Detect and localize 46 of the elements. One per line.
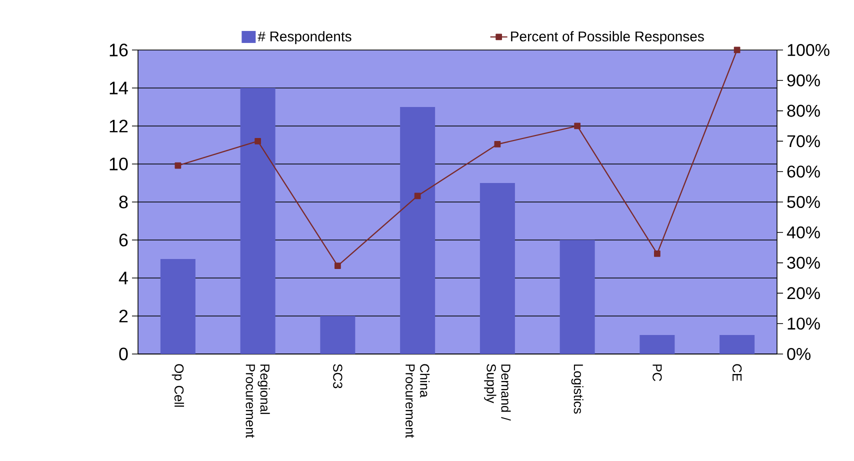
bar: [400, 106, 436, 354]
bar: [480, 183, 515, 354]
bar: [640, 335, 675, 354]
point: [574, 122, 581, 130]
bar: [160, 259, 196, 354]
y2-tick-label: 40%: [786, 226, 820, 238]
y-tick-label: 8: [119, 196, 128, 208]
point: [254, 138, 262, 144]
y2-tick-label: 80%: [787, 104, 820, 117]
bar: [720, 335, 755, 354]
legend-label: # Respondents: [258, 31, 352, 44]
y2-tick-label: 30%: [787, 256, 820, 269]
x-tick-label: PC: [652, 364, 662, 382]
x-tick-label: Op Cell: [172, 364, 184, 407]
x-tick-label: Logistics: [571, 364, 584, 414]
y-tick-label: 16: [110, 44, 128, 56]
x-tick-label: Regional Procurement: [246, 364, 270, 438]
point: [334, 262, 341, 270]
y-tick-label: 2: [119, 310, 128, 322]
legend-label: Percent of Possible Responses: [511, 31, 704, 44]
y-tick-label: 10: [110, 158, 128, 170]
y2-tick-label: 90%: [787, 74, 820, 86]
y2-tick-label: 10%: [788, 318, 820, 330]
x-tick-label: Demand / Supply: [484, 364, 511, 421]
point: [494, 141, 501, 148]
y2-tick-label: 0%: [787, 348, 810, 360]
bar: [240, 88, 276, 354]
bar: [560, 240, 595, 354]
y2-tick-label: 20%: [787, 287, 820, 300]
y2-tick-label: 50%: [787, 196, 820, 208]
y2-tick-label: 70%: [787, 135, 820, 148]
point: [174, 162, 182, 169]
x-tick-label: SC3: [333, 364, 342, 388]
x-tick-label: CE: [732, 364, 742, 382]
y-tick-label: 0: [119, 348, 128, 360]
y2-tick-label: 100%: [788, 44, 830, 56]
point: [654, 250, 660, 257]
y-tick-label: 4: [118, 272, 128, 284]
y2-tick-label: 60%: [787, 166, 820, 178]
point: [734, 46, 740, 54]
y-tick-label: 12: [110, 120, 128, 132]
x-tick-label: China Procurement: [406, 364, 430, 438]
bar: [320, 316, 356, 354]
y-tick-label: 14: [110, 82, 128, 94]
y-tick-label: 6: [119, 234, 128, 246]
point: [414, 192, 421, 200]
